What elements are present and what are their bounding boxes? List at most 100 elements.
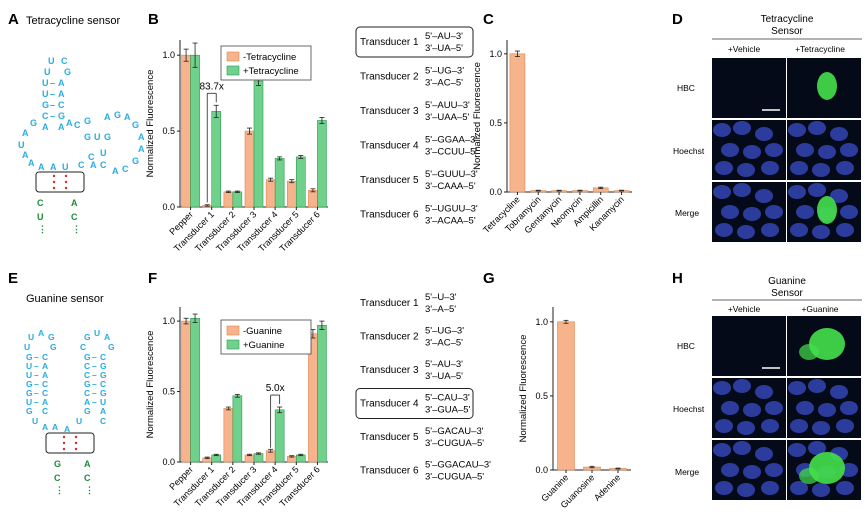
nucleus — [808, 441, 826, 455]
svg-text:G: G — [100, 370, 107, 380]
nucleus — [812, 163, 830, 177]
transducer-seq-bottom: 3'–CAAA–5' — [425, 181, 476, 192]
svg-text:–: – — [92, 370, 97, 380]
svg-text:C: C — [61, 56, 68, 66]
svg-text:G: G — [26, 388, 33, 398]
svg-text:A: A — [138, 132, 145, 142]
bar — [274, 158, 285, 208]
svg-text:U: U — [48, 56, 55, 66]
svg-text:U: U — [76, 416, 82, 426]
nucleus — [788, 443, 806, 457]
svg-text:C: C — [54, 473, 61, 483]
svg-text:A: A — [58, 89, 65, 99]
nucleus — [790, 419, 808, 433]
nucleus — [765, 463, 783, 477]
transducer-seq-bottom: 3'–AC–5' — [425, 78, 463, 89]
svg-text:C: C — [42, 406, 48, 416]
nucleus — [715, 161, 733, 175]
bar — [181, 320, 191, 463]
nucleus — [737, 225, 755, 239]
bar — [274, 409, 285, 463]
bar — [211, 111, 222, 208]
svg-text:A: A — [90, 160, 97, 170]
y-tick-label: 0.0 — [162, 202, 175, 212]
transducer-dots-e — [62, 435, 78, 451]
guanine-stem-bottom: G A C C ⋮ ⋮ — [54, 459, 94, 495]
y-axis-label: Normalized Fluorescence — [472, 62, 483, 170]
svg-text:C: C — [42, 379, 48, 389]
svg-text:⋮: ⋮ — [38, 224, 47, 234]
transducer-name: Transducer 1 — [360, 37, 419, 48]
svg-text:–: – — [34, 388, 39, 398]
y-tick-label: 0.5 — [162, 126, 175, 136]
transducer-name: Transducer 2 — [360, 332, 419, 343]
svg-text:–: – — [50, 78, 55, 88]
svg-text:A: A — [100, 406, 106, 416]
svg-text:G: G — [104, 132, 111, 142]
transducer-list-bottom: Transducer 1 5'–U–3'3'–A–5' Transducer 2 5'… — [355, 292, 491, 483]
svg-text:A: A — [112, 166, 119, 176]
nucleus — [713, 185, 731, 199]
svg-text:U: U — [94, 328, 100, 338]
bar — [286, 180, 297, 208]
svg-text:A: A — [50, 162, 57, 172]
svg-text:–: – — [34, 397, 39, 407]
svg-text:U: U — [100, 397, 106, 407]
transducer-seq-bottom: 3'–GUA–5' — [425, 405, 471, 416]
svg-text:A: A — [138, 144, 145, 154]
svg-text:C: C — [84, 473, 91, 483]
svg-text:C: C — [58, 100, 65, 110]
nucleus — [715, 419, 733, 433]
bar — [190, 317, 200, 463]
transducer-seq-top: 5'–U–3' — [425, 292, 457, 303]
y-tick-label: 0.0 — [162, 457, 175, 467]
svg-text:A: A — [22, 128, 29, 138]
svg-text:G: G — [64, 67, 71, 77]
transducer-seq-top: 5'–UGUU–3' — [425, 204, 478, 215]
nucleus — [743, 403, 761, 417]
panel-g-letter: G — [483, 270, 495, 287]
y-tick-label: 0.0 — [535, 465, 548, 475]
bar — [223, 408, 234, 463]
nucleus — [818, 145, 836, 159]
svg-text:G: G — [84, 406, 91, 416]
svg-text:A: A — [58, 122, 65, 132]
nucleus — [737, 163, 755, 177]
transducer-name: Transducer 5 — [360, 432, 419, 443]
legend-swatch — [226, 65, 240, 76]
svg-text:G: G — [132, 156, 139, 166]
transducer-name: Transducer 6 — [360, 210, 419, 221]
nucleus — [808, 121, 826, 135]
svg-text:G: G — [132, 120, 139, 130]
transducer-name: Transducer 4 — [360, 399, 419, 410]
svg-text:C: C — [100, 352, 106, 362]
y-tick-label: 1.0 — [162, 50, 175, 60]
nucleus — [755, 385, 773, 399]
svg-text:C: C — [84, 388, 90, 398]
svg-text:A: A — [38, 328, 44, 338]
annotation-label: 5.0x — [266, 383, 285, 394]
svg-text:C: C — [80, 342, 86, 352]
svg-text:C: C — [37, 198, 44, 208]
svg-text:A: A — [42, 370, 48, 380]
transducer-highlight-box — [355, 388, 474, 419]
svg-text:A: A — [84, 397, 90, 407]
bar — [253, 453, 264, 463]
bar — [190, 54, 200, 208]
nucleus — [836, 419, 854, 433]
svg-text:G: G — [58, 111, 65, 121]
bar — [509, 53, 526, 193]
bar — [223, 191, 234, 208]
svg-text:A: A — [104, 332, 110, 342]
transducer-seq-bottom: 3'–A–5' — [425, 304, 456, 315]
nucleus — [737, 483, 755, 497]
transducer-seq-top: 5'–GACAU–3' — [425, 426, 484, 437]
nucleus — [812, 225, 830, 239]
nucleus — [737, 421, 755, 435]
svg-text:G: G — [84, 379, 91, 389]
panel-e-letter: E — [8, 270, 18, 287]
